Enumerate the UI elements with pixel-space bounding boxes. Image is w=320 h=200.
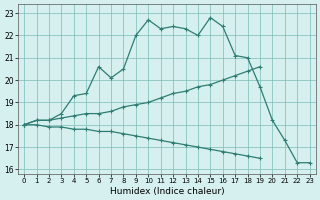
X-axis label: Humidex (Indice chaleur): Humidex (Indice chaleur)	[109, 187, 224, 196]
